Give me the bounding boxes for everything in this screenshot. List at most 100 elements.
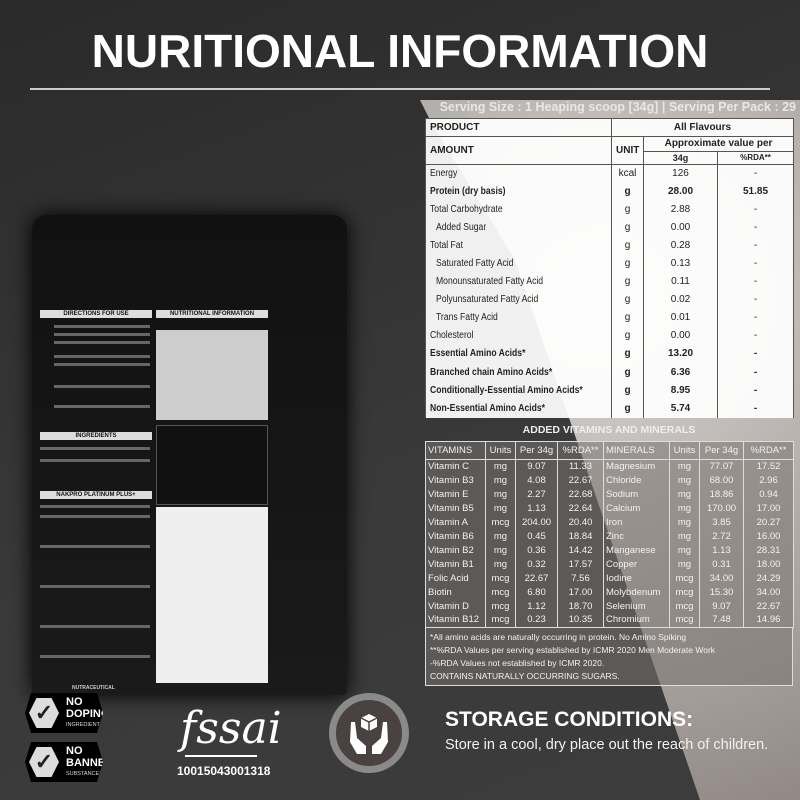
approx-label: Approximate value per <box>642 136 795 152</box>
nutrition-cell-rda: - <box>716 345 795 364</box>
nutrition-cell-value: 0.28 <box>643 236 718 255</box>
vm-cell: mg <box>485 459 516 474</box>
storage-text: Store in a cool, dry place out the reach… <box>445 737 769 753</box>
vm-cell: Folic Acid <box>425 571 486 586</box>
vm-header-cell: MINERALS <box>603 441 670 460</box>
vm-cell: Vitamin B12 <box>425 613 486 628</box>
vm-header-cell: VITAMINS <box>425 441 486 460</box>
fssai-logo: fssai <box>180 703 282 754</box>
nutrition-cell-rda: - <box>716 254 795 274</box>
nutrient-name: Polyunsaturated Fatty Acid <box>436 294 539 306</box>
nutrition-cell-name: Cholesterol <box>425 327 612 346</box>
vm-cell: 14.96 <box>743 613 794 628</box>
vm-row: Vitamin B5 mg 1.13 22.64 Calcium mg 170.00 17.0… <box>425 501 794 516</box>
nutrition-row: Polyunsaturated Fatty Acid g 0.02- <box>425 291 795 310</box>
vm-cell: mcg <box>485 599 516 614</box>
vm-cell: 1.12 <box>515 599 558 614</box>
vm-cell: 20.40 <box>557 515 604 530</box>
table-footnotes: *All amino acids are naturally occurring… <box>425 628 793 686</box>
nutrition-row: Added Sugar g 0.00- <box>425 218 795 237</box>
vm-cell: Sodium <box>603 487 670 502</box>
vm-cell: 0.32 <box>515 557 558 572</box>
vm-cell: mcg <box>485 613 516 628</box>
nutrition-cell-name: Polyunsaturated Fatty Acid <box>425 291 612 310</box>
vitamins-minerals-title: ADDED VITAMINS AND MINERALS <box>522 424 696 436</box>
vm-cell: mg <box>669 487 700 502</box>
nutrition-cell-unit: g <box>611 182 644 201</box>
vm-cell: mcg <box>669 599 700 614</box>
nutrition-table: PRODUCT All Flavours AMOUNT UNIT Approxi… <box>425 118 795 418</box>
vm-cell: 22.67 <box>743 599 794 614</box>
vm-cell: 22.64 <box>557 501 604 516</box>
pouch-nutrition-table <box>156 330 268 420</box>
vm-cell: 17.57 <box>557 557 604 572</box>
vm-cell: mg <box>669 529 700 544</box>
col-rda: %RDA** <box>716 151 795 165</box>
vm-row: Vitamin B3 mg 4.08 22.67 Chloride mg 68.00 2.96 <box>425 473 794 488</box>
nutrition-cell-value: 0.11 <box>643 273 718 292</box>
nutrient-name: Saturated Fatty Acid <box>436 258 514 270</box>
check-icon: ✓ <box>29 698 59 728</box>
pouch-brand-footer: NUTRACEUTICAL <box>72 685 115 691</box>
vm-cell: 3.85 <box>699 515 744 530</box>
vm-cell: 2.27 <box>515 487 558 502</box>
nutrient-name: Added Sugar <box>436 221 487 233</box>
vm-cell: 7.56 <box>557 571 604 586</box>
vm-cell: Copper <box>603 557 670 572</box>
nutrition-cell-unit: g <box>611 381 644 400</box>
vm-header-cell: %RDA** <box>743 441 794 460</box>
vm-cell: mg <box>485 473 516 488</box>
vitamins-minerals-table: VITAMINS Units Per 34g %RDA** MINERALS Units P… <box>425 441 794 628</box>
pouch-product-heading: NAKPRO PLATINUM PLUS+ <box>40 491 152 499</box>
nutrition-cell-value: 0.01 <box>643 309 718 328</box>
nutrition-cell-name: Essential Amino Acids* <box>425 345 612 364</box>
vm-cell: Chromium <box>603 613 670 628</box>
product-pouch-image: DIRECTIONS FOR USE NUTRITIONAL INFORMATI… <box>32 215 347 695</box>
vm-cell: 34.00 <box>743 585 794 600</box>
vm-cell: Vitamin B3 <box>425 473 486 488</box>
nutrient-name: Total Carbohydrate <box>430 203 503 215</box>
nutrition-cell-rda: - <box>716 200 795 219</box>
vm-cell: Manganese <box>603 543 670 558</box>
nutrient-name: Total Fat <box>430 239 463 251</box>
nutrition-cell-rda: - <box>716 291 795 310</box>
nutrition-cell-unit: g <box>611 218 644 237</box>
footnote: **%RDA Values per serving established by… <box>430 645 716 655</box>
vm-cell: 2.96 <box>743 473 794 488</box>
vm-cell: 9.07 <box>515 459 558 474</box>
no-banned-substances-badge: ✓ NO BANNED SUBSTANCES <box>25 742 103 782</box>
nutrition-cell-name: Energy <box>425 164 612 183</box>
nutrition-row: Branched chain Amino Acids* g 6.36- <box>425 363 795 382</box>
storage-title: STORAGE CONDITIONS: <box>445 708 694 731</box>
nutrition-cell-value: 5.74 <box>643 399 718 418</box>
vm-cell: Biotin <box>425 585 486 600</box>
nutrition-row: Conditionally-Essential Amino Acids* g 8.9… <box>425 381 795 400</box>
nutrition-cell-unit: g <box>611 363 644 382</box>
vm-cell: 2.72 <box>699 529 744 544</box>
vm-cell: 18.84 <box>557 529 604 544</box>
vm-cell: 0.94 <box>743 487 794 502</box>
vm-cell: 1.13 <box>515 501 558 516</box>
vm-cell: Vitamin D <box>425 599 486 614</box>
nutrition-cell-value: 0.00 <box>643 327 718 346</box>
vm-cell: mg <box>485 529 516 544</box>
nutrition-cell-name: Total Carbohydrate <box>425 200 612 219</box>
nutrition-cell-value: 8.95 <box>643 381 718 400</box>
vm-cell: 170.00 <box>699 501 744 516</box>
vm-header-cell: Per 34g <box>699 441 744 460</box>
hands-holding-box-icon <box>329 693 409 773</box>
vm-cell: mg <box>669 501 700 516</box>
vm-cell: mcg <box>669 585 700 600</box>
nutrition-row: Protein (dry basis) g 28.00 51.85 <box>425 182 795 201</box>
vm-cell: 14.42 <box>557 543 604 558</box>
vm-cell: 18.86 <box>699 487 744 502</box>
nutrition-cell-rda: - <box>716 236 795 255</box>
nutrition-cell-value: 2.88 <box>643 200 718 219</box>
nutrition-row: Cholesterol g 0.00- <box>425 327 795 346</box>
vm-cell: Magnesium <box>603 459 670 474</box>
nutrient-name: Energy <box>430 167 458 179</box>
nutrition-cell-unit: g <box>611 345 644 364</box>
vm-cell: mg <box>485 543 516 558</box>
nutrition-cell-name: Protein (dry basis) <box>425 182 612 201</box>
